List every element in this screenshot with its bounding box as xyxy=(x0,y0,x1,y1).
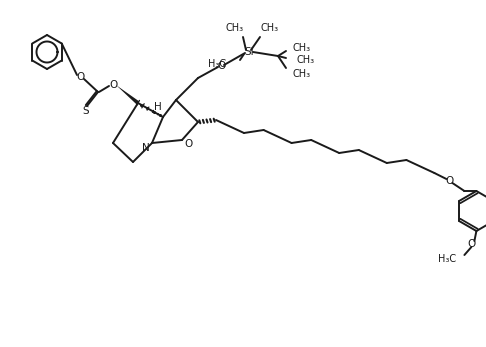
Text: O: O xyxy=(76,72,84,82)
Text: O: O xyxy=(184,139,192,149)
Text: O: O xyxy=(109,80,117,90)
Text: O: O xyxy=(445,176,453,186)
Text: Si: Si xyxy=(244,47,254,57)
Text: O: O xyxy=(217,61,225,71)
Text: CH₃: CH₃ xyxy=(292,43,310,53)
Text: O: O xyxy=(467,239,475,249)
Text: CH₃: CH₃ xyxy=(296,55,314,65)
Text: CH₃: CH₃ xyxy=(292,69,310,79)
Text: H₃C: H₃C xyxy=(438,254,456,264)
Text: N: N xyxy=(142,143,150,153)
Text: CH₃: CH₃ xyxy=(261,23,279,33)
Text: S: S xyxy=(83,106,89,116)
Text: H: H xyxy=(154,102,162,112)
Polygon shape xyxy=(116,85,139,104)
Text: CH₃: CH₃ xyxy=(226,23,244,33)
Text: H₃C: H₃C xyxy=(208,59,226,69)
